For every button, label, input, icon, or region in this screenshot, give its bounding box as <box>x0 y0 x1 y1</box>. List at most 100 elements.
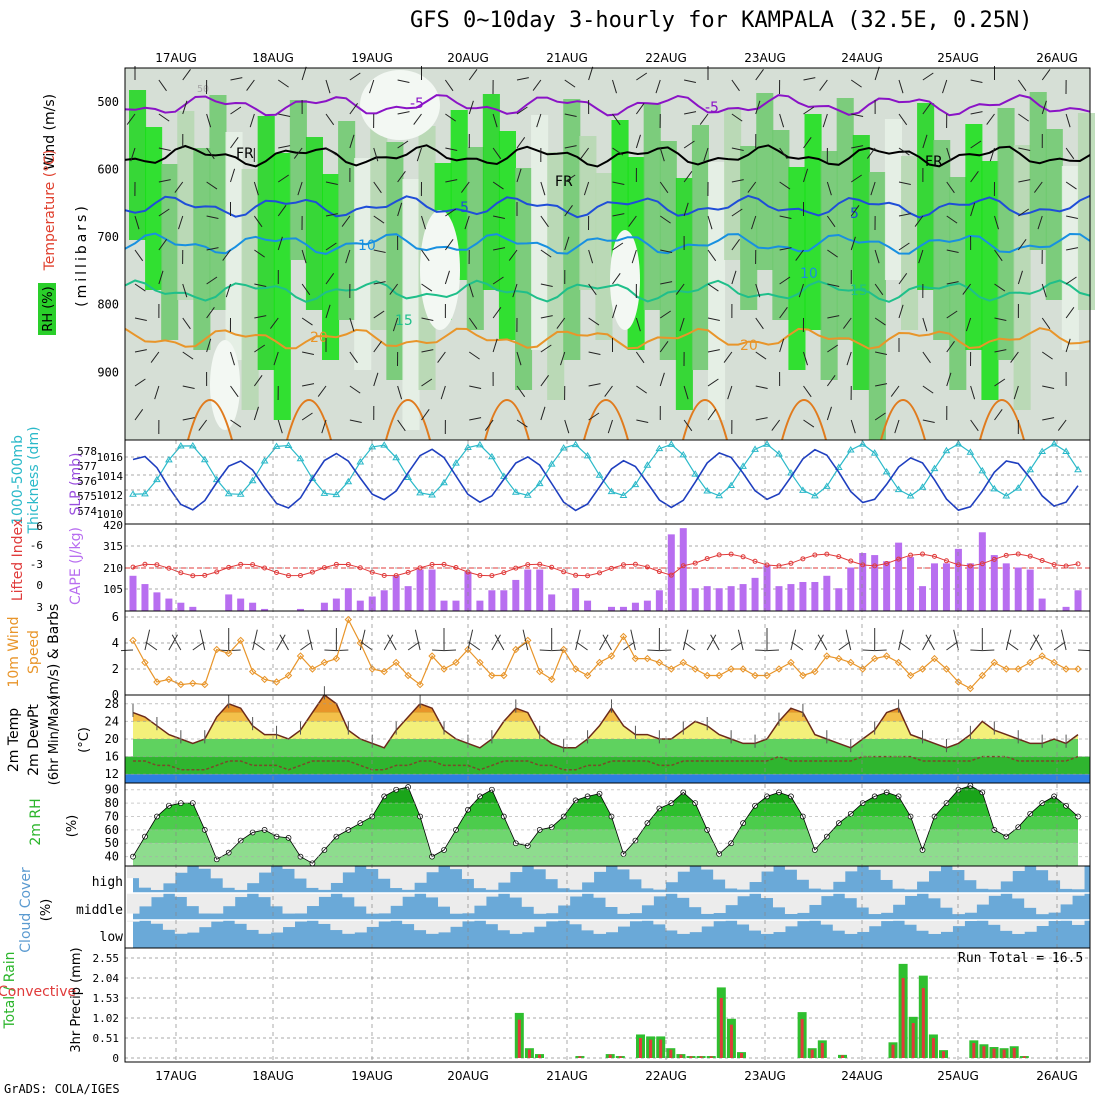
x-tick-label-bottom: 26AUG <box>1036 1069 1078 1083</box>
thickness-marker <box>739 462 747 469</box>
cape-bar <box>237 598 245 611</box>
wind-barb <box>635 317 641 332</box>
wind-barb <box>302 351 315 355</box>
li-marker <box>800 556 806 562</box>
cloud-cell <box>1072 866 1085 890</box>
thickness-marker <box>1026 465 1035 473</box>
wind-speed-marker <box>536 667 544 676</box>
cape-bar <box>619 606 627 611</box>
precip-convective-bar <box>709 1056 713 1058</box>
li-cape-panel: -6 -3 0 3 6 105 210 315 420 Lifted Index CAPE (J/k… <box>10 519 1090 614</box>
thickness-marker <box>296 454 305 462</box>
wind-barb <box>822 113 828 128</box>
wind-barb <box>817 634 828 651</box>
wind-barb <box>325 213 338 217</box>
wind-barb <box>1006 641 1019 651</box>
cloud-cell <box>808 893 822 905</box>
wind-barb <box>850 419 856 434</box>
cloud-cell <box>402 866 415 890</box>
cloud-cell <box>258 866 272 873</box>
wind-barb <box>445 113 456 122</box>
wind-barb <box>612 113 621 126</box>
thickness-marker <box>404 473 413 480</box>
cloud-cell <box>174 866 188 873</box>
rh-dry-area <box>420 210 460 330</box>
wind-barb <box>120 649 134 652</box>
precip-convective-bar <box>942 1051 946 1058</box>
panel-frame <box>124 947 1091 1063</box>
cloud-cell <box>772 893 786 908</box>
wind-barb <box>206 215 219 219</box>
wind-barb <box>612 242 624 251</box>
cloud-cell <box>617 920 630 927</box>
wind-barb <box>445 179 458 183</box>
temp-line <box>132 693 1079 749</box>
wind-barb <box>699 113 709 125</box>
wind-barb <box>134 249 144 262</box>
wind-barb <box>635 103 645 115</box>
wind-barb <box>397 419 406 432</box>
wind-barb <box>301 249 307 264</box>
wind-barb <box>827 315 840 319</box>
rh-shading-cell <box>1029 92 1047 250</box>
wind-barb <box>675 283 685 295</box>
wind-barb <box>588 283 597 296</box>
wind-barb <box>946 147 952 162</box>
li-marker <box>991 556 997 562</box>
thickness-marker <box>834 463 843 471</box>
wind-barb <box>279 634 289 651</box>
cloud-cell <box>677 866 690 872</box>
wind-barb <box>325 147 337 156</box>
wind-barb <box>683 140 695 149</box>
wind-barb <box>484 419 494 431</box>
wind-barb <box>1065 113 1071 128</box>
temp-band-cold <box>125 774 1090 783</box>
cape-bar <box>261 608 269 611</box>
cloud-cell <box>1036 920 1049 926</box>
cloud-cell <box>1000 866 1013 882</box>
thickness-marker <box>583 451 592 459</box>
wind-barb <box>898 304 904 319</box>
cloud-cell <box>820 893 834 897</box>
cloud-cell <box>210 866 224 879</box>
wind-barb <box>612 213 625 217</box>
wind-barb <box>373 181 382 194</box>
cloud-cell <box>330 866 343 883</box>
cloud-cell <box>772 920 786 933</box>
cloud-cell <box>497 920 511 931</box>
cloud-cell <box>485 920 499 925</box>
precip-convective-bar <box>820 1043 824 1058</box>
cloud-row-label: middle <box>76 903 123 918</box>
rh-tick-label: 40 <box>105 850 119 864</box>
cape-bar <box>966 563 974 611</box>
cloud-cell <box>545 893 559 914</box>
wind-barb <box>898 273 908 285</box>
wind-barb <box>444 270 450 285</box>
cape-bar <box>739 584 747 611</box>
cloud-cell <box>414 920 427 931</box>
ylabel-barbs: (m/s) & Barbs <box>46 604 62 701</box>
wind-barb <box>278 113 291 117</box>
wind-barb <box>414 629 421 651</box>
wind-barb <box>898 147 910 156</box>
wind-barb <box>468 641 481 651</box>
wind-barb <box>1065 181 1077 190</box>
cloud-cell <box>210 920 224 922</box>
cape-bar <box>691 588 699 611</box>
wind-barb <box>731 179 744 183</box>
cloud-cell <box>449 866 463 870</box>
wind-barb <box>755 100 761 115</box>
rh-tick-label: 80 <box>105 796 119 810</box>
cloud-cell <box>904 920 918 925</box>
wind-barb <box>421 283 433 292</box>
wind-barb <box>421 349 434 353</box>
wind-barb <box>1042 417 1055 421</box>
rh-legend-swatch <box>38 283 56 335</box>
wind-barb <box>254 344 266 353</box>
wind-barb <box>612 273 621 285</box>
wind-barb <box>814 634 824 651</box>
li-marker <box>214 569 220 575</box>
rh-band <box>133 816 1079 830</box>
wind-barb <box>254 315 267 319</box>
cloud-cell <box>617 866 630 870</box>
